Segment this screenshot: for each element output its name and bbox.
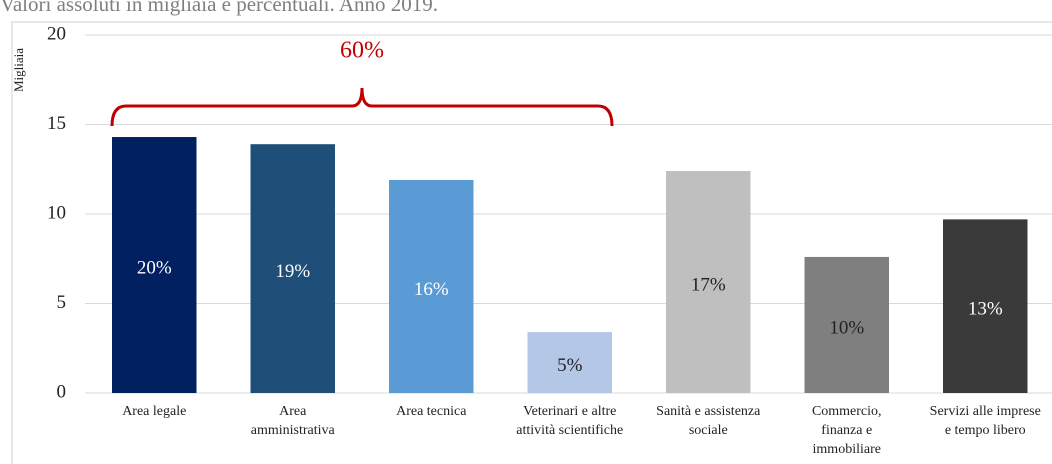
bar-percentage-label: 19% [275, 261, 310, 282]
bar-percentage-label: 16% [414, 279, 449, 300]
y-tick-label: 0 [57, 381, 67, 402]
bar-percentage-label: 20% [137, 257, 172, 278]
y-tick-label: 20 [47, 23, 66, 44]
y-tick-label: 10 [47, 202, 66, 223]
bar [250, 144, 335, 393]
bar [389, 179, 474, 393]
annotation-bracket [110, 87, 614, 127]
x-tick-label: amministrativa [251, 423, 336, 438]
y-tick-label: 5 [57, 292, 67, 313]
x-tick-label: sociale [689, 423, 728, 438]
bar [804, 256, 889, 393]
bar [943, 219, 1028, 393]
x-tick-label: Area legale [122, 404, 186, 419]
bar-percentage-label: 5% [557, 355, 583, 376]
chart-frame [11, 21, 1052, 464]
x-tick-label: Servizi alle imprese [930, 404, 1041, 419]
bar-percentage-label: 17% [691, 274, 726, 295]
x-tick-label: Commercio, [812, 404, 882, 419]
x-tick-label: e tempo libero [945, 423, 1026, 438]
x-tick-label: Veterinari e altre [523, 404, 616, 419]
bar [112, 137, 197, 393]
annotation-label: 60% [340, 38, 384, 64]
x-tick-label: attività scientifiche [516, 423, 623, 438]
y-axis-label: Migliaia [11, 48, 26, 92]
chart-title: Valori assoluti in migliaia e percentual… [0, 0, 438, 16]
x-tick-label: finanza e [821, 423, 872, 438]
x-tick-label: Area [279, 404, 307, 419]
bar-percentage-label: 10% [829, 317, 864, 338]
bar [527, 332, 612, 393]
x-tick-label: immobiliare [813, 442, 881, 457]
bar-percentage-label: 13% [968, 299, 1003, 320]
x-tick-label: Sanità e assistenza [656, 404, 761, 419]
bar [666, 171, 751, 393]
y-tick-label: 15 [47, 113, 66, 134]
x-tick-label: Area tecnica [396, 404, 467, 419]
